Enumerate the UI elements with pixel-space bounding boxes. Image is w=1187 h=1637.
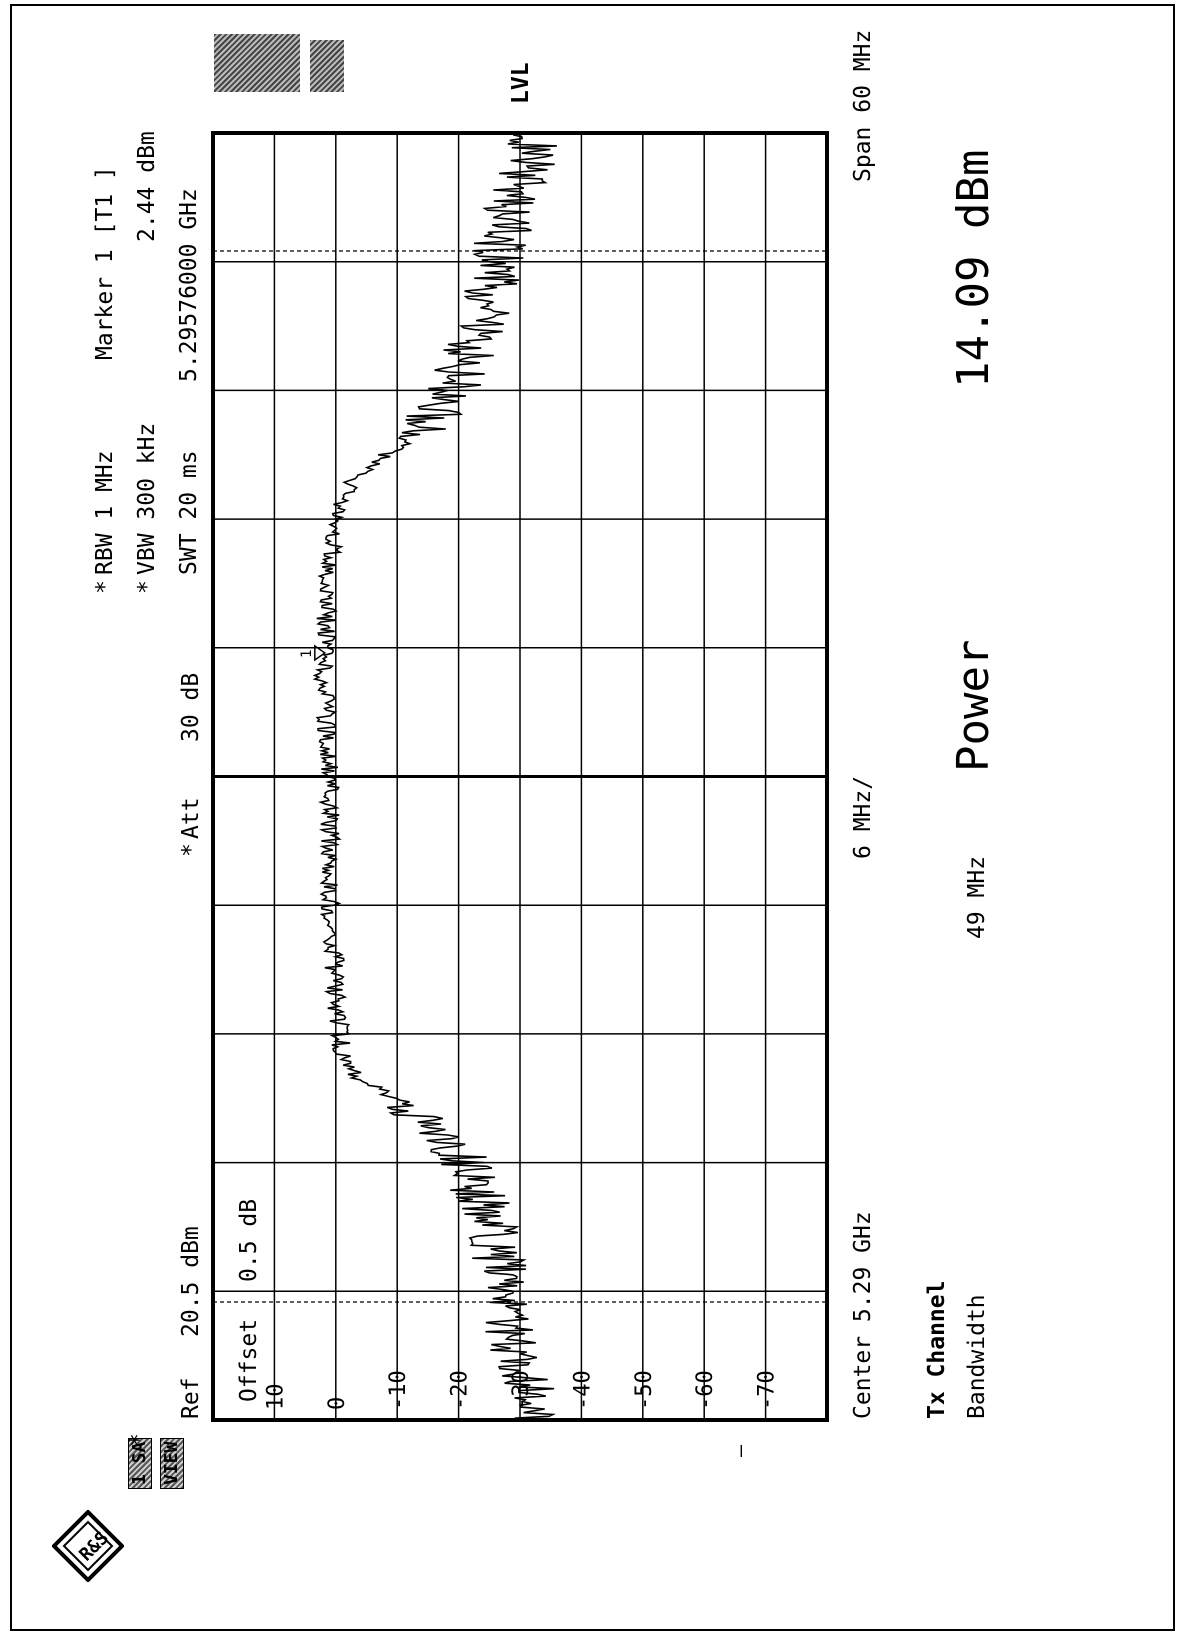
tx-channel-label: Tx Channel (924, 1280, 950, 1419)
y-tick-label: -70 (755, 1370, 780, 1410)
y-tick-label: 0 (325, 1397, 350, 1410)
per-division-label: 6 MHz/ (850, 775, 876, 859)
span-label: Span 60 MHz (850, 29, 876, 182)
marker-1-symbol (314, 644, 327, 662)
center-frequency-label: Center 5.29 GHz (850, 1211, 876, 1419)
y-tick-label: -20 (448, 1370, 473, 1410)
bandwidth-value: 49 MHz (964, 855, 990, 939)
bandwidth-label: Bandwidth (964, 1294, 990, 1419)
y-tick-label: -10 (386, 1370, 411, 1410)
offset-label: Offset (236, 1318, 262, 1402)
stray-tick-mark: — (728, 1444, 752, 1457)
y-tick-label: -60 (693, 1370, 718, 1410)
offset-value: 0.5 dB (236, 1198, 262, 1282)
y-tick-label: 10 (263, 1384, 288, 1411)
rohde-schwarz-logo: R&S (52, 1510, 124, 1582)
marker-1-label: 1 (299, 650, 315, 658)
power-label: Power (948, 639, 999, 772)
y-tick-label: -40 (570, 1370, 595, 1410)
y-tick-label: -50 (632, 1370, 657, 1410)
page-frame (10, 4, 1175, 1631)
spectrum-trace (312, 132, 567, 1421)
power-value: 14.09 dBm (948, 149, 999, 388)
